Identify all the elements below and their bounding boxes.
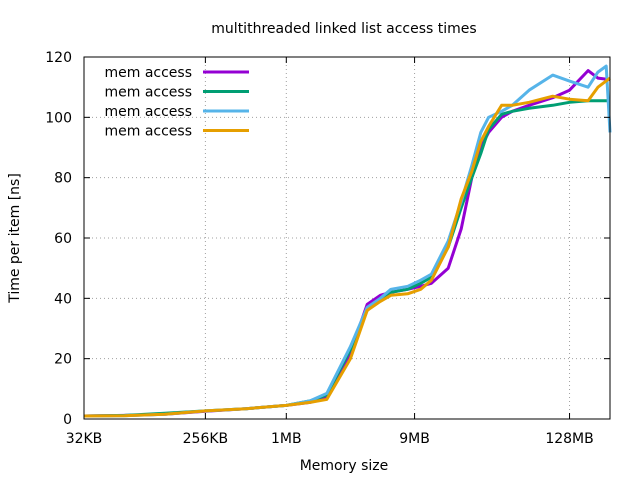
x-tick-label: 1MB — [271, 431, 302, 447]
series-lines — [83, 64, 612, 418]
x-tick-label: 32KB — [66, 431, 103, 447]
series-line-4 — [83, 76, 611, 418]
y-tick-label: 20 — [54, 352, 72, 368]
y-tick-label: 120 — [45, 50, 72, 66]
x-tick-label: 9MB — [399, 431, 430, 447]
y-tick-label: 80 — [54, 171, 72, 187]
series-line-2 — [83, 99, 610, 418]
chart-title: multithreaded linked list access times — [211, 21, 476, 37]
ticks: 0 20 40 60 80 100 120 32KB 256KB 1MB 9MB 128MB — [45, 50, 610, 447]
y-tick-label: 60 — [54, 231, 72, 247]
x-tick-label: 128MB — [545, 431, 593, 447]
x-tick-label: 256KB — [183, 431, 229, 447]
y-tick-label: 40 — [54, 291, 72, 307]
grid — [84, 57, 610, 419]
y-tick-label: 0 — [63, 412, 72, 428]
y-axis-label: Time per item [ns] — [7, 173, 23, 304]
legend-label: mem access — [104, 124, 192, 140]
y-tick-label: 100 — [45, 110, 72, 126]
legend: mem access mem access mem access mem access — [104, 65, 249, 140]
legend-label: mem access — [104, 104, 192, 120]
legend-label: mem access — [104, 65, 192, 81]
x-axis-label: Memory size — [300, 458, 389, 474]
legend-label: mem access — [104, 85, 192, 101]
